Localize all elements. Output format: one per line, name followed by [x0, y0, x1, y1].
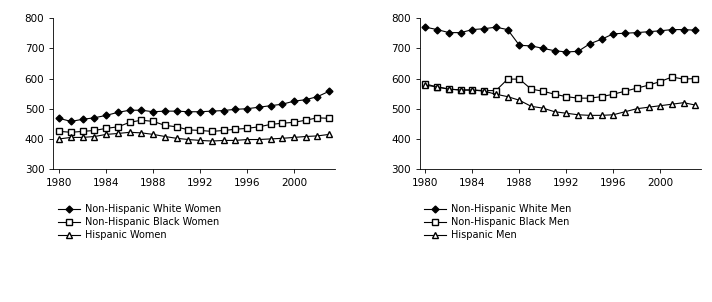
Legend: Non-Hispanic White Men, Non-Hispanic Black Men, Hispanic Men: Non-Hispanic White Men, Non-Hispanic Bla…	[424, 204, 571, 240]
Legend: Non-Hispanic White Women, Non-Hispanic Black Women, Hispanic Women: Non-Hispanic White Women, Non-Hispanic B…	[58, 204, 221, 240]
